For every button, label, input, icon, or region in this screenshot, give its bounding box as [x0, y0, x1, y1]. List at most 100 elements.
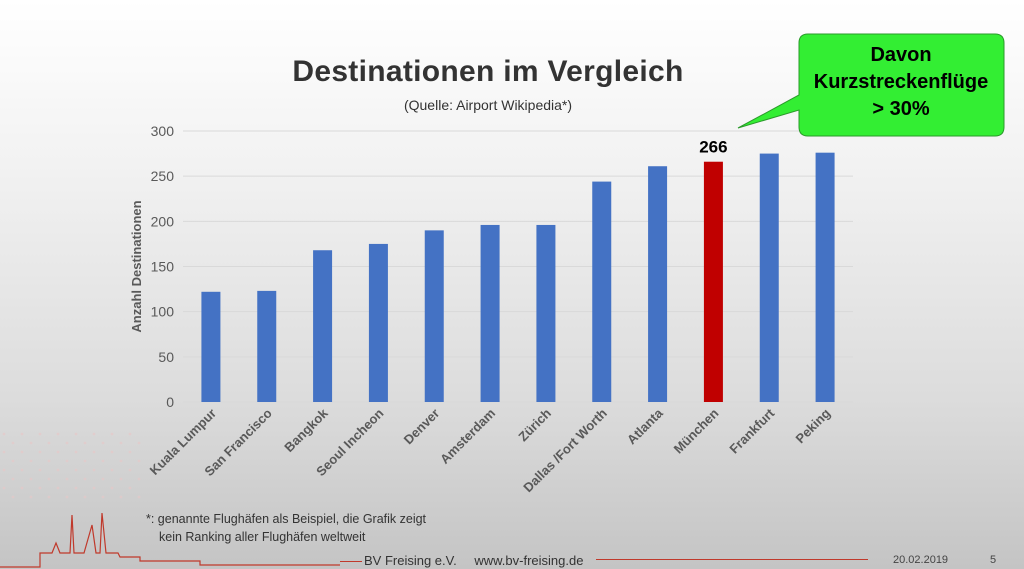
bar	[368, 243, 388, 402]
pattern-dot	[74, 468, 78, 472]
pattern-dot	[128, 450, 132, 454]
pattern-dot	[128, 468, 132, 472]
pattern-dot	[38, 450, 42, 454]
pattern-dot	[2, 486, 6, 490]
pattern-dot	[56, 486, 60, 490]
y-tick-label: 150	[151, 259, 175, 275]
y-tick-label: 100	[151, 304, 175, 320]
pattern-dot	[83, 495, 87, 499]
pattern-dot	[128, 486, 132, 490]
pattern-dot	[11, 495, 15, 499]
footer-date: 20.02.2019	[893, 554, 949, 566]
data-label: 266	[699, 138, 727, 157]
bar	[313, 250, 333, 402]
pattern-dot	[110, 450, 114, 454]
footer-rule-left	[340, 561, 362, 562]
pattern-dot	[2, 450, 6, 454]
callout-line-3: > 30%	[872, 98, 930, 120]
pattern-dot	[137, 495, 141, 499]
pattern-dot	[47, 495, 51, 499]
pattern-dot	[101, 459, 105, 463]
pattern-dot	[92, 450, 96, 454]
callout-line-1: Davon	[870, 44, 932, 66]
y-tick-label: 200	[151, 213, 175, 229]
footer-url[interactable]: www.bv-freising.de	[474, 553, 584, 568]
pattern-dot	[119, 495, 123, 499]
pattern-dot	[92, 468, 96, 472]
pattern-dot	[65, 477, 69, 481]
pattern-dot	[2, 432, 6, 436]
bar	[257, 290, 277, 402]
pattern-dot	[11, 477, 15, 481]
pattern-dot	[101, 477, 105, 481]
pattern-dot	[20, 486, 24, 490]
bar	[536, 224, 556, 402]
callout-shape	[737, 33, 1005, 137]
footnote-line-2: kein Ranking aller Flughäfen weltweit	[159, 530, 366, 544]
pattern-dot	[119, 477, 123, 481]
pattern-dot	[11, 459, 15, 463]
footer-org: BV Freising e.V.	[364, 553, 457, 568]
pattern-dot	[47, 477, 51, 481]
footer: BV Freising e.V. www.bv-freising.de	[364, 553, 597, 568]
pattern-dot	[119, 459, 123, 463]
pattern-dot	[65, 459, 69, 463]
pattern-dot	[29, 459, 33, 463]
pattern-dot	[83, 477, 87, 481]
pattern-dot	[2, 468, 6, 472]
pattern-dot	[29, 441, 33, 445]
bar	[592, 181, 612, 402]
pattern-dot	[20, 432, 24, 436]
pattern-dot	[137, 441, 141, 445]
pattern-dot	[38, 486, 42, 490]
footer-rule-right	[596, 559, 868, 560]
pattern-dot	[20, 468, 24, 472]
bar	[480, 224, 500, 402]
pattern-dot	[119, 441, 123, 445]
pattern-dot	[74, 432, 78, 436]
y-axis-label: Anzahl Destinationen	[129, 200, 144, 332]
footnote-line-1: *: genannte Flughäfen als Beispiel, die …	[146, 512, 427, 526]
pattern-dot	[47, 441, 51, 445]
pattern-dot	[38, 468, 42, 472]
pattern-dot	[83, 441, 87, 445]
bar	[201, 291, 221, 402]
pattern-dot	[92, 432, 96, 436]
skyline-outline	[0, 512, 340, 568]
pattern-dot	[56, 468, 60, 472]
pattern-dot	[11, 441, 15, 445]
freising-skyline-logo	[0, 512, 340, 568]
chart-title: Destinationen im Vergleich	[292, 55, 684, 88]
y-tick-label: 50	[158, 349, 174, 365]
callout-text: Davon Kurzstreckenflüge > 30%	[798, 42, 1004, 123]
dot-pattern	[2, 432, 141, 499]
bar-highlight	[703, 161, 723, 402]
pattern-dot	[38, 432, 42, 436]
callout-line-2: Kurzstreckenflüge	[813, 71, 989, 93]
pattern-dot	[65, 495, 69, 499]
pattern-dot	[83, 459, 87, 463]
pattern-dot	[29, 495, 33, 499]
pattern-dot	[47, 459, 51, 463]
chart-subtitle: (Quelle: Airport Wikipedia*)	[403, 97, 573, 113]
y-tick-label: 300	[151, 123, 175, 139]
footer-page-number: 5	[990, 554, 997, 566]
pattern-dot	[110, 486, 114, 490]
pattern-dot	[74, 450, 78, 454]
pattern-dot	[74, 486, 78, 490]
pattern-dot	[56, 432, 60, 436]
pattern-dot	[110, 468, 114, 472]
pattern-dot	[110, 432, 114, 436]
pattern-dot	[137, 459, 141, 463]
bar	[424, 230, 444, 402]
pattern-dot	[29, 477, 33, 481]
pattern-dot	[20, 450, 24, 454]
pattern-dot	[128, 432, 132, 436]
pattern-dot	[92, 486, 96, 490]
bar	[759, 153, 779, 402]
pattern-dot	[56, 450, 60, 454]
footnote: *: genannte Flughäfen als Beispiel, die …	[146, 510, 426, 546]
